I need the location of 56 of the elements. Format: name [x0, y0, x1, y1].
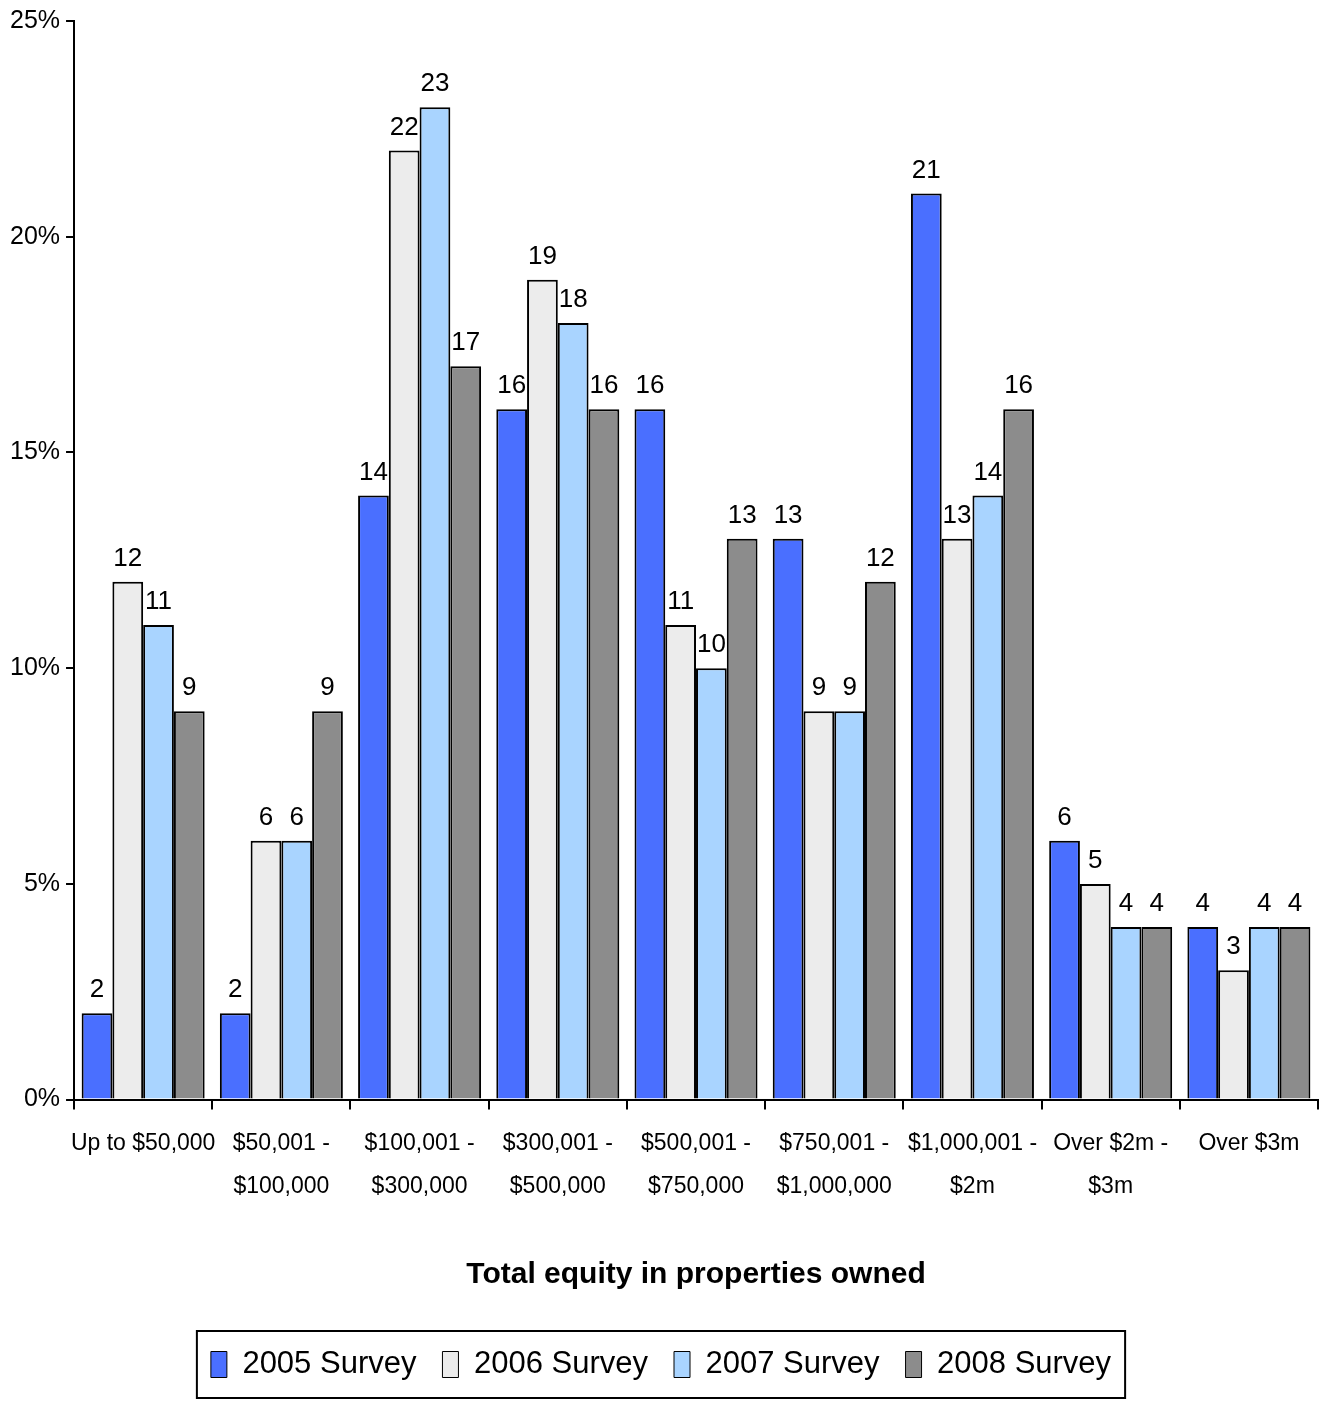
- legend-label: 2008 Survey: [937, 1345, 1112, 1381]
- data-label: 13: [942, 498, 972, 529]
- data-label: 5: [1088, 844, 1103, 875]
- x-tick-label: $1,000,001 - $2m: [907, 1128, 1038, 1199]
- data-label: 13: [773, 498, 803, 529]
- data-label: 14: [358, 455, 388, 486]
- x-tick-label: $750,001 - $1,000,000: [776, 1128, 892, 1199]
- data-label: 9: [842, 671, 857, 702]
- data-label: 16: [1004, 369, 1034, 400]
- y-tick-label: 10%: [9, 652, 61, 681]
- legend-label: 2006 Survey: [473, 1345, 649, 1381]
- data-label: 11: [667, 585, 695, 616]
- x-tick-label: Over $3m: [1198, 1128, 1300, 1155]
- data-label: 22: [389, 110, 419, 141]
- data-label: 23: [420, 67, 450, 98]
- y-tick-label: 0%: [23, 1083, 61, 1112]
- data-label: 14: [973, 455, 1003, 486]
- x-tick-label: Up to $50,000: [70, 1128, 216, 1155]
- x-tick-label: $300,001 - $500,000: [502, 1128, 613, 1199]
- data-label: 4: [1118, 887, 1134, 918]
- data-label: 17: [451, 326, 481, 357]
- data-label: 4: [1287, 887, 1303, 918]
- data-label: 13: [727, 498, 757, 529]
- data-label: 2: [89, 973, 105, 1004]
- data-label: 9: [811, 671, 827, 702]
- data-label: 9: [182, 671, 197, 702]
- data-label: 2: [228, 973, 243, 1004]
- data-label: 4: [1195, 887, 1210, 918]
- data-label: 21: [911, 153, 941, 184]
- x-tick-label: $500,001 - $750,000: [641, 1128, 752, 1199]
- x-tick-label: Over $2m - $3m: [1053, 1128, 1169, 1199]
- x-tick-label: $50,001 - $100,000: [232, 1128, 330, 1199]
- y-tick-label: 5%: [23, 867, 61, 896]
- data-label: 6: [1057, 800, 1072, 831]
- data-label: 12: [865, 542, 895, 573]
- data-label: 10: [696, 628, 726, 659]
- x-tick-label: $100,001 - $300,000: [364, 1128, 475, 1199]
- data-label: 6: [258, 800, 274, 831]
- data-label: 9: [320, 671, 335, 702]
- y-tick-label: 15%: [9, 436, 61, 465]
- y-tick-label: 20%: [9, 220, 61, 249]
- data-label: 6: [289, 800, 304, 831]
- data-label: 3: [1226, 930, 1241, 961]
- data-label: 4: [1257, 887, 1272, 918]
- legend-label: 2005 Survey: [242, 1345, 417, 1381]
- data-label: 12: [113, 542, 143, 573]
- y-tick-label: 25%: [9, 4, 61, 33]
- legend-label: 2007 Survey: [705, 1345, 881, 1381]
- data-label: 16: [497, 369, 527, 400]
- data-label: 16: [589, 369, 619, 400]
- data-label: 4: [1149, 887, 1165, 918]
- data-label: 18: [558, 283, 588, 314]
- x-axis-title: Total equity in properties owned: [466, 1256, 926, 1290]
- data-label: 16: [635, 369, 665, 400]
- data-label: 11: [145, 585, 173, 616]
- data-label: 19: [527, 240, 557, 271]
